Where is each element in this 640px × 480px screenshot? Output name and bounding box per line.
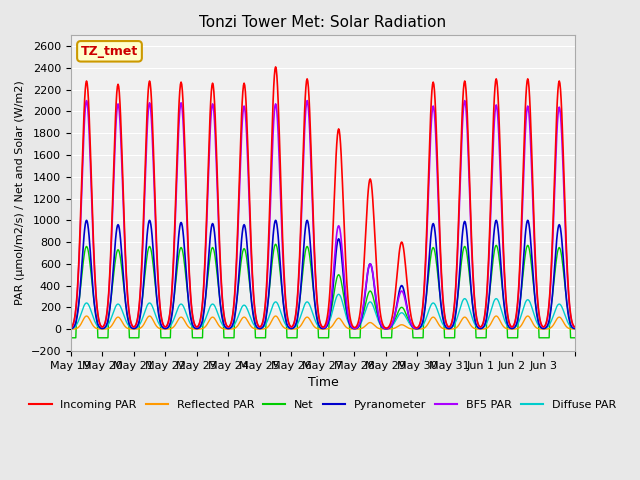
X-axis label: Time: Time	[307, 376, 339, 389]
Y-axis label: PAR (μmol/m2/s) / Net and Solar (W/m2): PAR (μmol/m2/s) / Net and Solar (W/m2)	[15, 81, 25, 305]
Text: TZ_tmet: TZ_tmet	[81, 45, 138, 58]
Title: Tonzi Tower Met: Solar Radiation: Tonzi Tower Met: Solar Radiation	[199, 15, 447, 30]
Legend: Incoming PAR, Reflected PAR, Net, Pyranometer, BF5 PAR, Diffuse PAR: Incoming PAR, Reflected PAR, Net, Pyrano…	[25, 396, 621, 415]
